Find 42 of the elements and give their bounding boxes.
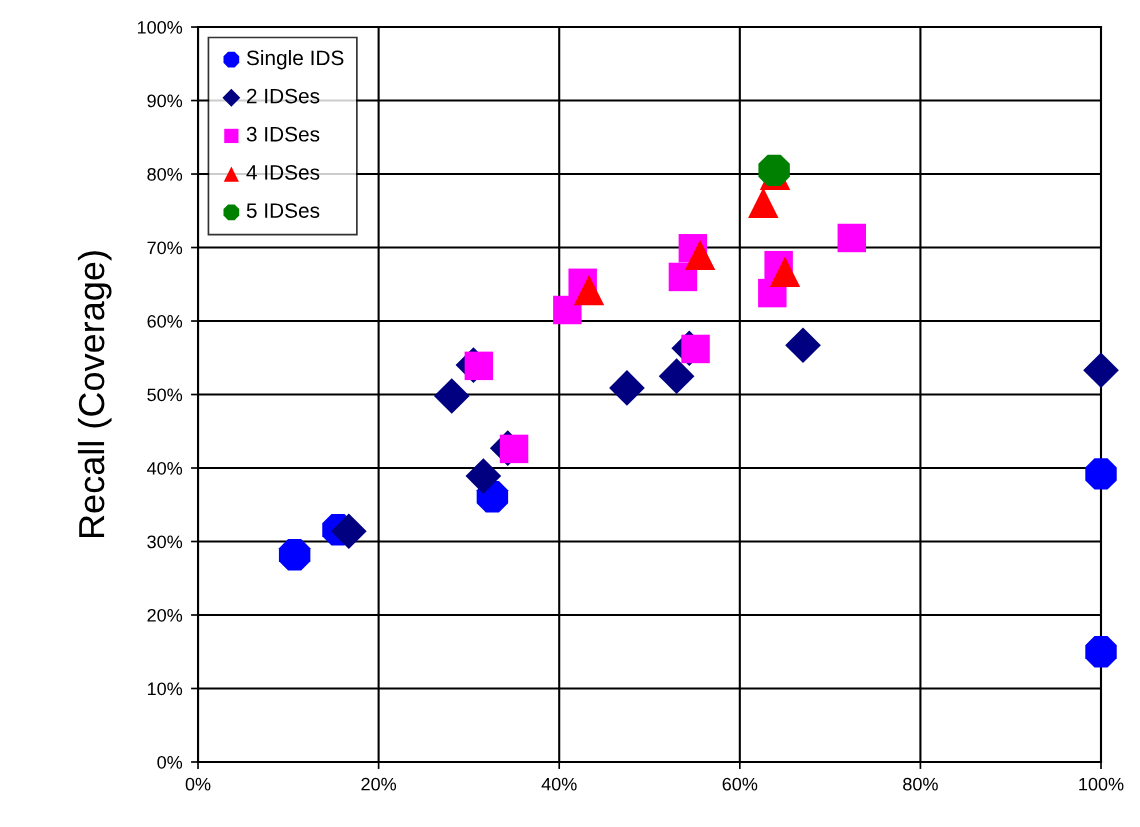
y-tick-label: 10% <box>147 682 183 696</box>
point <box>499 434 529 464</box>
y-tick-label: 80% <box>147 167 183 181</box>
x-tick-label: 80% <box>903 777 938 791</box>
y-tick-label: 30% <box>147 535 183 549</box>
point <box>769 256 801 287</box>
point <box>553 295 582 325</box>
point <box>1085 636 1117 668</box>
y-tick-label: 90% <box>147 94 183 108</box>
point <box>330 513 367 550</box>
point <box>681 334 710 364</box>
point <box>464 351 494 381</box>
point <box>658 358 695 394</box>
legend-label: Single IDS <box>246 49 344 70</box>
y-tick-label: 20% <box>147 608 183 622</box>
y-tick-label: 0% <box>157 755 183 769</box>
y-tick-label: 70% <box>147 241 183 255</box>
y-tick-label: 60% <box>147 314 183 328</box>
point <box>1083 352 1119 389</box>
y-tick-label: 40% <box>147 461 183 475</box>
y-tick-label: 50% <box>147 388 183 402</box>
point <box>748 187 779 218</box>
point <box>785 327 821 364</box>
point <box>433 378 470 414</box>
x-tick-label: 100% <box>1079 777 1124 791</box>
point <box>465 458 502 494</box>
y-axis-title: Recall (Coverage) <box>77 251 112 538</box>
x-tick-label: 60% <box>722 777 758 791</box>
point <box>573 274 605 306</box>
point <box>684 239 716 271</box>
legend-label: 4 IDSes <box>246 165 320 180</box>
legend-label: 5 IDSes <box>246 203 320 218</box>
point <box>1085 458 1117 490</box>
x-tick-label: 40% <box>541 777 577 791</box>
y-tick-label: 100% <box>137 20 183 34</box>
x-tick-label: 20% <box>361 777 397 791</box>
x-tick-label: 0% <box>185 777 211 791</box>
point <box>278 539 311 571</box>
legend-label: 3 IDSes <box>246 126 320 142</box>
point <box>837 223 867 253</box>
point <box>609 370 645 406</box>
legend-label: 2 IDSes <box>246 88 320 104</box>
